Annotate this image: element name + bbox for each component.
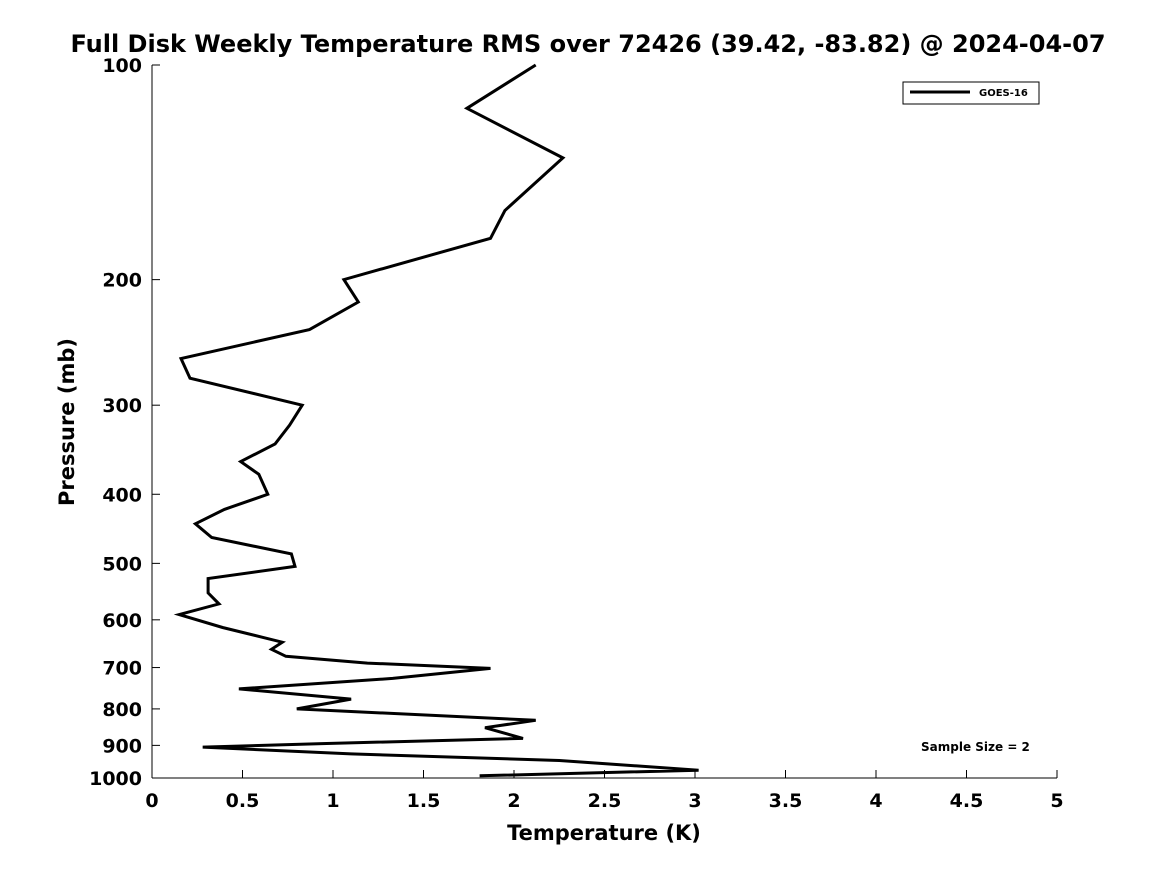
x-ticks: 0 0.5 1 1.5 2 2.5 3 3.5 4 4.5 5 [145,770,1064,812]
chart-title: Full Disk Weekly Temperature RMS over 72… [70,30,1105,58]
x-tick-label: 3 [688,790,701,812]
y-tick-label: 400 [102,484,142,506]
x-axis-label: Temperature (K) [507,821,701,845]
x-tick-label: 2.5 [588,790,622,812]
x-tick-label: 2 [507,790,520,812]
x-tick-label: 3.5 [769,790,803,812]
y-tick-label: 300 [102,395,142,417]
x-tick-label: 1.5 [407,790,441,812]
y-ticks: 100 200 300 400 500 600 700 800 900 1000 [89,55,160,790]
x-tick-label: 4 [869,790,882,812]
y-tick-label: 800 [102,699,142,721]
x-tick-label: 4.5 [950,790,984,812]
y-tick-label: 1000 [89,768,142,790]
y-tick-label: 900 [102,735,142,757]
y-tick-label: 100 [102,55,142,77]
y-tick-label: 200 [102,270,142,292]
series-line-goes-16 [173,63,699,778]
legend-box [902,81,1040,105]
x-tick-label: 5 [1050,790,1063,812]
legend: GOES-16 [902,81,1040,105]
y-tick-label: 500 [102,553,142,575]
x-tick-label: 0.5 [226,790,260,812]
sample-size-annotation: Sample Size = 2 [921,740,1030,754]
legend-entry-goes-16: GOES-16 [979,88,1028,99]
y-tick-label: 600 [102,610,142,632]
x-tick-label: 0 [145,790,158,812]
x-tick-label: 1 [326,790,339,812]
y-tick-label: 700 [102,658,142,680]
y-axis-label: Pressure (mb) [55,338,79,506]
plot-area: 0 0.5 1 1.5 2 2.5 3 3.5 4 4.5 5 100 200 300 400 500 600… [89,55,1064,812]
